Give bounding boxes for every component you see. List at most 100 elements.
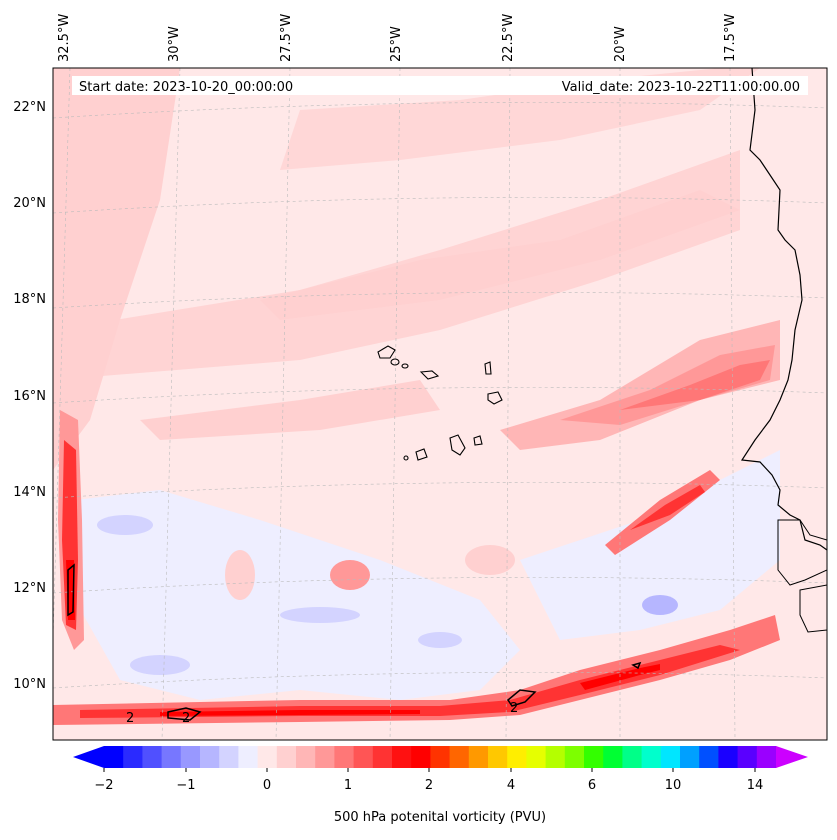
colorbar-cell <box>680 746 700 768</box>
lat-label: 12°N <box>13 581 46 596</box>
colorbar-tick-label: −1 <box>176 778 195 793</box>
colorbar-cell <box>584 746 604 768</box>
negative-pv-region <box>130 655 190 675</box>
colorbar-tick-label: −2 <box>94 778 113 793</box>
map-frame <box>52 67 828 741</box>
colorbar-tick-label: 10 <box>665 778 682 793</box>
colorbar-over-arrow <box>776 746 808 768</box>
pv-band <box>620 360 770 410</box>
lat-label: 10°N <box>13 677 46 692</box>
lat-label: 14°N <box>13 485 46 500</box>
pv-blob <box>465 545 515 575</box>
colorbar-cell <box>622 746 643 768</box>
colorbar-tick-label: 6 <box>588 778 596 793</box>
africa-coastline <box>740 68 827 551</box>
colorbar-cell <box>468 746 489 768</box>
pv-band <box>140 380 440 440</box>
colorbar-cell <box>411 746 431 768</box>
colorbar-cell <box>545 746 566 768</box>
colorbar-cell <box>430 746 451 768</box>
graticule <box>53 68 827 740</box>
longitude-labels: 32.5°W 30°W 27.5°W 25°W 22.5°W 20°W 17.5… <box>57 14 738 62</box>
negative-pv-region <box>97 515 153 535</box>
colorbar-cell <box>276 746 297 768</box>
contour-label: 2 <box>182 711 190 726</box>
lon-label: 27.5°W <box>279 14 294 62</box>
latitude-labels: 22°N 20°N 18°N 16°N 14°N 12°N 10°N <box>13 100 46 692</box>
colorbar-cell <box>200 746 220 768</box>
colorbar-cell <box>392 746 412 768</box>
colorbar-cells <box>104 746 777 768</box>
pv-band <box>260 190 740 320</box>
pv-blob <box>225 550 255 600</box>
contour-label: 2 <box>126 711 134 726</box>
lon-label: 30°W <box>167 26 182 62</box>
colorbar-cell <box>353 746 374 768</box>
pv-blob <box>330 560 370 590</box>
colorbar-cell <box>756 746 777 768</box>
date-banner <box>72 76 808 95</box>
colorbar-cell <box>219 746 239 768</box>
start-date-text: Start date: 2023-10-20_00:00:00 <box>79 80 293 95</box>
colorbar-cell <box>315 746 335 768</box>
negative-pv-region <box>642 595 678 615</box>
lon-label: 20°W <box>613 26 628 62</box>
pv-band <box>53 150 740 380</box>
colorbar-cell <box>238 746 259 768</box>
lon-label: 25°W <box>389 26 404 62</box>
negative-pv-region <box>418 632 462 648</box>
colorbar-cell <box>699 746 719 768</box>
colorbar-cell <box>660 746 681 768</box>
negative-pv-region <box>280 607 360 623</box>
lat-label: 18°N <box>13 292 46 307</box>
colorbar-cell <box>161 746 182 768</box>
lat-label: 20°N <box>13 196 46 211</box>
negative-pv-region <box>520 450 780 640</box>
colorbar-tick-label: 4 <box>507 778 515 793</box>
colorbar-cell <box>372 746 393 768</box>
colorbar-label: 500 hPa potenital vorticity (PVU) <box>334 810 546 825</box>
colorbar-cell <box>564 746 585 768</box>
lon-label: 32.5°W <box>57 14 72 62</box>
colorbar-cell <box>449 746 470 768</box>
colorbar-tick-label: 14 <box>747 778 764 793</box>
pv-2-contours <box>67 563 642 721</box>
colorbar-cell <box>603 746 623 768</box>
colorbar-tick-label: 1 <box>344 778 352 793</box>
colorbar-cell <box>526 746 547 768</box>
negative-pv-region <box>75 490 520 700</box>
colorbar-cell <box>507 746 527 768</box>
lon-label: 17.5°W <box>723 14 738 62</box>
colorbar-cell <box>718 746 739 768</box>
map-panel: 2 2 2 Start date: 2023-10-20_00:00:00 Va… <box>53 68 827 740</box>
colorbar-cell <box>180 746 201 768</box>
colorbar-cell <box>334 746 355 768</box>
pv-filament <box>630 485 705 530</box>
coastline-detail <box>799 584 827 633</box>
pv-filament <box>160 710 420 716</box>
contour-labels: 2 2 2 <box>126 701 518 726</box>
colorbar-tick-marks <box>103 768 756 772</box>
colorbar-cell <box>257 746 278 768</box>
colorbar-under-arrow <box>73 746 104 768</box>
colorbar-tick-label: 2 <box>425 778 433 793</box>
colorbar-cell <box>296 746 316 768</box>
colorbar-tick-label: 0 <box>263 778 271 793</box>
coastline-detail <box>777 519 827 586</box>
lat-label: 16°N <box>13 389 46 404</box>
pv-band <box>560 345 775 425</box>
contour-label: 2 <box>510 701 518 716</box>
colorbar-cell <box>142 746 163 768</box>
colorbar-cell <box>641 746 662 768</box>
lon-label: 22.5°W <box>501 14 516 62</box>
cape-verde-islands <box>377 345 503 461</box>
lat-label: 22°N <box>13 100 46 115</box>
colorbar-tick-labels: −2 −1 0 1 2 4 6 10 14 <box>94 778 763 793</box>
colorbar-cell <box>123 746 143 768</box>
colorbar: −2 −1 0 1 2 4 6 10 14 500 hPa potenital … <box>73 746 808 825</box>
colorbar-cell <box>104 746 124 768</box>
valid-date-text: Valid_date: 2023-10-22T11:00:00.00 <box>562 80 800 95</box>
colorbar-cell <box>488 746 508 768</box>
